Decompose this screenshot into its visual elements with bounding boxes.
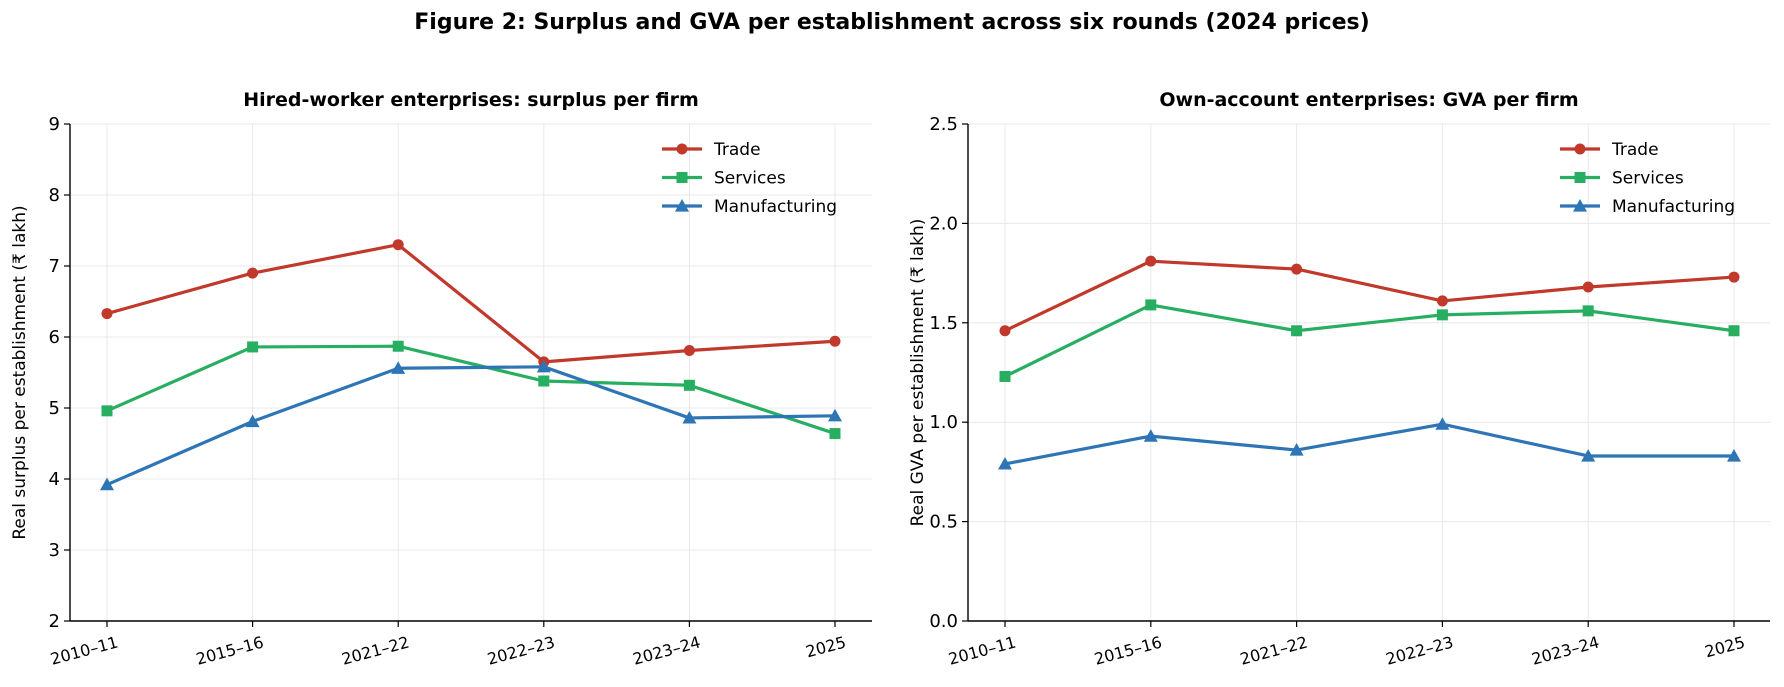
series-trade xyxy=(999,255,1740,337)
legend-marker xyxy=(675,199,689,212)
x-tick-label: 2015–16 xyxy=(1092,633,1164,669)
panel-title: Own-account enterprises: GVA per firm xyxy=(1159,89,1578,111)
y-tick-label: 9 xyxy=(49,114,60,135)
data-point xyxy=(1435,417,1450,430)
data-point xyxy=(392,340,404,352)
y-tick-label: 6 xyxy=(49,327,60,348)
y-tick-label: 0.5 xyxy=(929,512,958,533)
y-tick-label: 8 xyxy=(49,185,60,206)
data-point xyxy=(247,267,259,279)
data-point xyxy=(247,341,259,353)
series-trade xyxy=(101,239,841,368)
legend-label: Trade xyxy=(713,140,761,160)
legend: Trade Services Manufacturing xyxy=(1560,140,1735,217)
x-tick-label: 2025 xyxy=(804,633,848,662)
y-tick-label: 3 xyxy=(49,540,60,561)
x-tick-label: 2023–24 xyxy=(631,633,703,669)
series-line xyxy=(105,243,837,364)
panel-title: Hired-worker enterprises: surplus per fi… xyxy=(243,89,699,111)
legend-marker xyxy=(1574,172,1586,183)
x-tick-label: 2025 xyxy=(1703,633,1747,662)
x-tick-label: 2021–22 xyxy=(340,633,412,669)
legend-label: Trade xyxy=(1611,140,1659,160)
data-point xyxy=(828,408,842,422)
data-point xyxy=(829,335,841,347)
x-tick-label: 2022–23 xyxy=(485,633,557,669)
data-point xyxy=(998,456,1012,470)
series-line xyxy=(105,365,837,487)
data-point xyxy=(1436,295,1448,307)
y-tick-label: 1.5 xyxy=(929,313,958,334)
x-tick-label: 2010–11 xyxy=(48,633,120,669)
series-line xyxy=(1003,422,1736,466)
data-point xyxy=(1582,305,1594,317)
series-line xyxy=(105,344,837,436)
series-manufacturing xyxy=(998,417,1741,470)
legend-marker xyxy=(1573,199,1587,212)
series-services xyxy=(101,340,841,440)
data-point xyxy=(683,379,695,391)
data-point xyxy=(536,359,551,373)
legend: Trade Services Manufacturing xyxy=(662,140,837,217)
x-tick-label: 2023–24 xyxy=(1530,633,1602,669)
data-point xyxy=(999,325,1011,337)
data-point xyxy=(1145,299,1157,311)
legend-label: Manufacturing xyxy=(1612,197,1735,217)
y-tick-label: 2 xyxy=(49,611,60,632)
legend-marker xyxy=(1574,143,1586,155)
y-axis-label: Real surplus per establishment (₹ lakh) xyxy=(10,205,30,539)
y-axis-label: Real GVA per establishment (₹ lakh) xyxy=(908,219,928,527)
legend-marker xyxy=(676,143,688,155)
data-point xyxy=(829,428,841,440)
data-point xyxy=(1145,255,1157,267)
panel-1: 2 3 4 5 6 7 8 9 2010–11 2015–16 2021–22 2022–23 2023… xyxy=(10,89,872,669)
data-point xyxy=(682,410,697,424)
series-line xyxy=(1003,303,1736,379)
data-point xyxy=(100,477,114,491)
data-point xyxy=(1728,271,1740,283)
y-tick-label: 2.0 xyxy=(929,213,958,234)
panel-2: 0.0 0.5 1.0 1.5 2.0 2.5 2010–11 2015–16 2021–22 2… xyxy=(908,89,1770,669)
legend-label: Manufacturing xyxy=(714,197,837,217)
series-manufacturing xyxy=(100,359,842,491)
data-point xyxy=(1289,443,1304,456)
data-point xyxy=(101,405,113,417)
figure-title: Figure 2: Surplus and GVA per establishm… xyxy=(414,10,1370,35)
data-point xyxy=(683,344,695,356)
data-point xyxy=(1727,448,1741,462)
data-point xyxy=(1143,429,1158,442)
data-point xyxy=(391,361,406,374)
data-point xyxy=(392,239,404,251)
x-tick-label: 2015–16 xyxy=(194,633,266,669)
data-point xyxy=(1436,309,1448,321)
x-tick-label: 2010–11 xyxy=(946,633,1018,669)
x-tick-label: 2022–23 xyxy=(1384,633,1456,669)
data-point xyxy=(538,375,550,387)
y-tick-label: 1.0 xyxy=(929,412,958,433)
data-point xyxy=(1291,263,1303,275)
data-point xyxy=(1291,325,1303,337)
data-point xyxy=(1581,448,1596,462)
y-tick-label: 7 xyxy=(49,256,60,277)
y-tick-label: 4 xyxy=(49,469,60,490)
series-services xyxy=(999,299,1740,382)
legend-label: Services xyxy=(1612,169,1684,189)
data-point xyxy=(1728,325,1740,337)
data-point xyxy=(245,414,260,428)
legend-label: Services xyxy=(714,169,786,189)
x-tick-label: 2021–22 xyxy=(1238,633,1310,669)
data-point xyxy=(1582,281,1594,293)
legend-marker xyxy=(676,172,688,183)
y-tick-label: 5 xyxy=(49,398,60,419)
y-tick-label: 0.0 xyxy=(929,611,958,632)
data-point xyxy=(101,308,113,320)
data-point xyxy=(999,370,1011,382)
series-line xyxy=(1003,259,1736,333)
y-tick-label: 2.5 xyxy=(929,114,958,135)
